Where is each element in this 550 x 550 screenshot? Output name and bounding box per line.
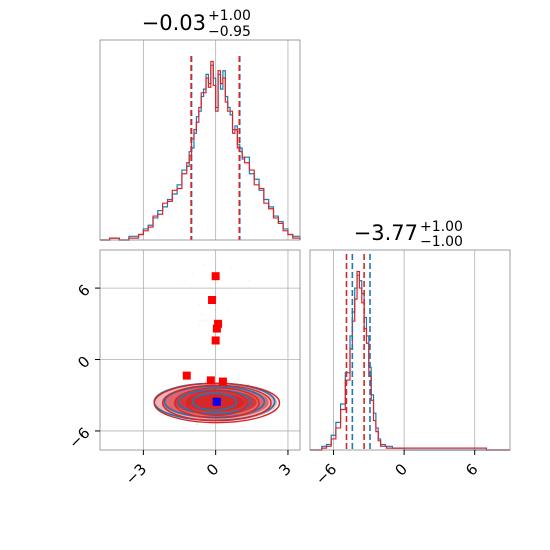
param1-title-minus: −0.95 [208, 24, 251, 40]
contour-line-a [191, 392, 238, 411]
scatter-sample-point [221, 279, 223, 281]
param2-histogram-series-b [310, 270, 510, 451]
scatter-sample-point [218, 301, 220, 303]
scatter-x-tick-label: −3 [122, 460, 150, 488]
param2-x-tick-label: −6 [312, 460, 340, 488]
scatter-sample-point [199, 320, 201, 322]
scatter-sample-point [201, 313, 203, 315]
param2-frame [309, 249, 511, 451]
scatter-sample-point [225, 325, 227, 327]
scatter-sample-point [207, 334, 210, 336]
red-square-marker [218, 377, 227, 386]
red-square-marker [206, 376, 215, 385]
scatter-y-tick-label: 0 [74, 352, 93, 371]
scatter-sample-point [215, 296, 218, 299]
scatter-sample-point [247, 383, 249, 386]
param2-title-minus: −1.00 [420, 234, 463, 250]
param2-histogram-series-a [310, 274, 510, 451]
red-square-marker [182, 371, 191, 380]
scatter-y-tick-label: 6 [74, 281, 93, 300]
scatter-sample-point [217, 306, 220, 308]
scatter-sample-point [214, 265, 217, 267]
scatter-x-tick-label: 3 [275, 460, 294, 479]
red-square-marker [211, 336, 220, 345]
scatter-sample-point [205, 320, 207, 322]
scatter-sample-point [215, 299, 217, 301]
scatter-sample-point [228, 292, 230, 294]
scatter-sample-point [199, 304, 201, 306]
scatter-sample-point [248, 280, 250, 282]
contour-line-b [161, 384, 272, 422]
param2-title-plus: +1.00 [420, 219, 463, 235]
param1-title-median: −0.03 [142, 11, 206, 35]
red-square-marker [211, 272, 220, 281]
param1-histogram-panel [99, 39, 301, 241]
scatter-sample-point [196, 423, 198, 426]
scatter-sample-point [209, 306, 211, 309]
param1-frame [99, 39, 301, 241]
red-square-marker [214, 319, 223, 328]
scatter-sample-point [183, 280, 185, 283]
scatter-sample-point [203, 264, 205, 266]
contour-line-b [153, 382, 281, 424]
red-square-marker [212, 324, 221, 333]
scatter-sample-point [192, 272, 194, 274]
scatter-sample-point [214, 333, 216, 336]
param2-plot-area [310, 250, 510, 450]
contour-line-b [173, 387, 260, 419]
scatter-x-tick-label: 0 [203, 460, 222, 479]
scatter-frame [99, 249, 301, 451]
param2-histogram-panel: −6 0 6 [309, 249, 511, 488]
contour-line-a [177, 389, 252, 415]
scatter-sample-point [213, 309, 215, 311]
scatter-sample-point [227, 309, 229, 311]
scatter-sample-point [199, 324, 201, 326]
param1-title-plus: +1.00 [208, 8, 251, 24]
scatter-sample-point [216, 281, 218, 283]
contour-line-b [186, 389, 248, 417]
scatter-y-tick-label: −6 [65, 424, 93, 452]
param2-x-tick-label: 0 [391, 460, 410, 479]
red-square-marker [208, 296, 217, 304]
param2-x-tick-label: 6 [462, 460, 481, 479]
scatter-sample-point [230, 267, 232, 269]
scatter-contour-panel: −3 0 3 −6 0 6 [65, 249, 301, 488]
scatter-sample-point [202, 319, 205, 322]
blue-square-marker [212, 397, 221, 406]
param1-histogram-series-b [100, 60, 301, 241]
param2-title-median: −3.77 [354, 221, 418, 245]
param1-plot-area [100, 40, 300, 240]
